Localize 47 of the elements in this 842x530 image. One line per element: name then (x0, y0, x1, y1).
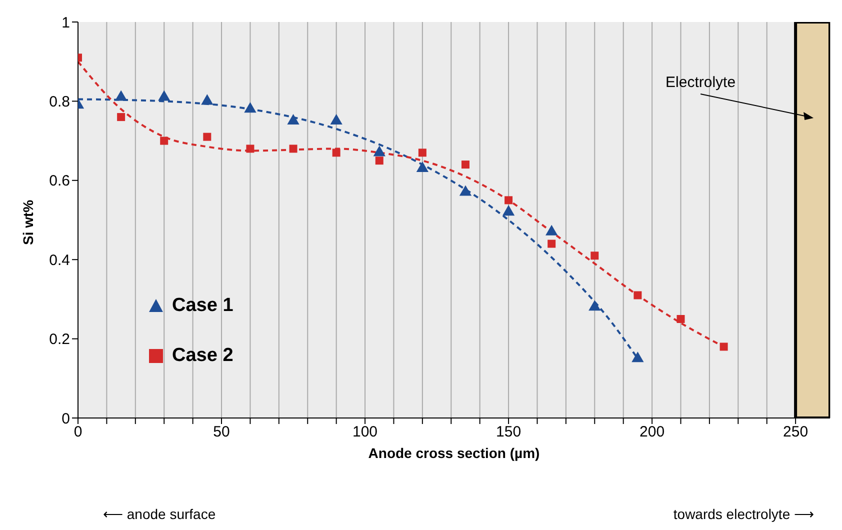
point (418, 148, 426, 157)
y-tick-label: 0.2 (49, 331, 70, 348)
point (459, 185, 472, 196)
legend-label: Case 2 (172, 345, 234, 367)
point (548, 240, 556, 248)
x-tick-label: 150 (496, 424, 522, 441)
point (676, 315, 685, 323)
point (632, 352, 644, 362)
point (375, 156, 384, 165)
point (461, 160, 470, 169)
y-tick-label: 0.4 (49, 252, 70, 269)
text: towards electrolyte ⟶ (673, 506, 814, 522)
point (332, 148, 340, 157)
point (546, 224, 558, 236)
band-label: Electrolyte (666, 74, 736, 91)
point (158, 90, 170, 101)
x-tick-label: 50 (213, 424, 230, 441)
y-tick-label: 0.8 (49, 94, 70, 111)
x-tick-label: 250 (783, 424, 808, 441)
x-tick-label: 0 (74, 424, 82, 441)
x-axis-title: Anode cross section (µm) (368, 445, 540, 461)
point (373, 146, 386, 156)
point (203, 132, 212, 141)
point (720, 342, 728, 351)
point (114, 90, 128, 101)
point (588, 300, 601, 311)
point (289, 144, 298, 153)
y-axis-title: Si wt% (20, 199, 36, 245)
point (117, 113, 126, 122)
point (244, 102, 256, 113)
point (590, 252, 599, 260)
point (504, 196, 513, 204)
point (502, 205, 515, 216)
point (201, 94, 214, 105)
point (634, 291, 642, 300)
y-tick-label: 1 (62, 14, 70, 32)
point (160, 136, 168, 145)
legend-label: Case 1 (172, 295, 234, 317)
point (330, 114, 342, 125)
y-tick-label: 0.6 (49, 172, 70, 190)
y-tick-label: 0 (62, 410, 70, 428)
x-tick-label: 100 (352, 424, 378, 441)
text: ⟵ anode surface (103, 506, 216, 522)
point (246, 144, 254, 153)
x-tick-label: 200 (640, 424, 665, 441)
point (416, 162, 429, 172)
point (287, 114, 300, 125)
